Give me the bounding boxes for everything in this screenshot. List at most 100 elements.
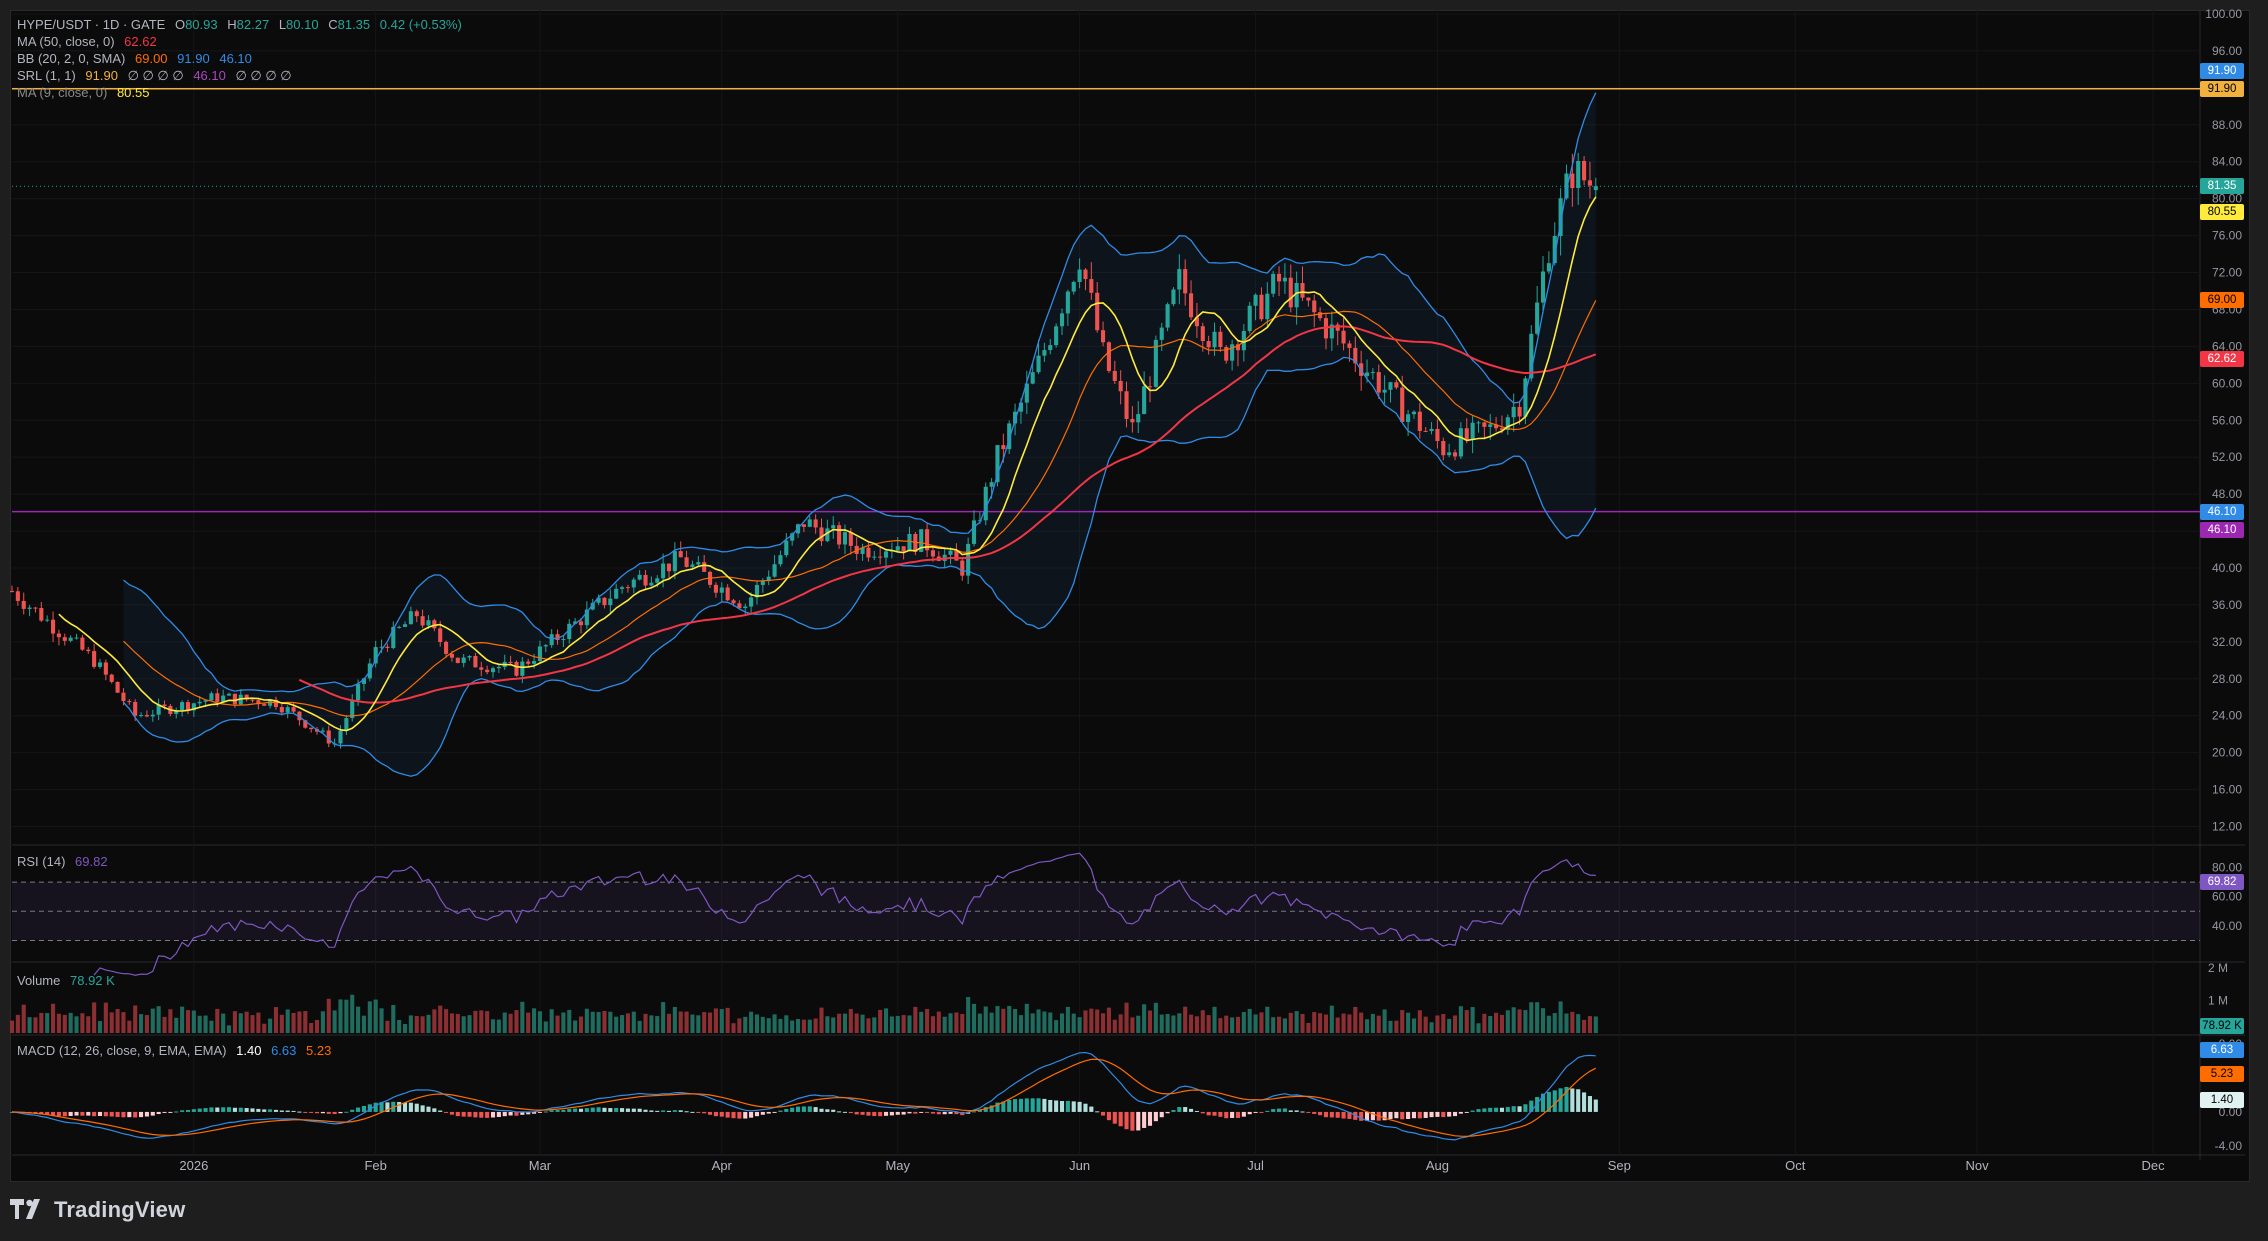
volume-bar [543, 1021, 548, 1033]
candle-body [1024, 383, 1029, 403]
volume-bar [485, 1011, 490, 1033]
macd-histogram-bar [936, 1111, 941, 1115]
volume-bar [51, 1003, 56, 1033]
macd-histogram-bar [361, 1105, 367, 1112]
candle-body [209, 693, 214, 701]
srl-empties-2: ∅ ∅ ∅ ∅ [235, 68, 292, 83]
macd-histogram-bar [625, 1108, 630, 1112]
volume-bar [614, 1016, 619, 1033]
tradingview-logo-icon [10, 1199, 40, 1219]
macd-histogram-bar [203, 1108, 208, 1112]
volume-bar [303, 1011, 308, 1033]
macd-histogram-bar [983, 1107, 988, 1112]
volume-bar [1464, 1010, 1469, 1033]
volume-bar [1054, 1020, 1059, 1033]
volume-bar [420, 1016, 425, 1033]
chart-svg[interactable]: 100.0096.0092.0088.0084.0080.0076.0072.0… [0, 0, 2268, 1185]
macd-histogram-bar [1271, 1109, 1276, 1112]
macd-histogram-bar [1300, 1111, 1305, 1113]
macd-histogram-bar [303, 1111, 308, 1113]
candle-body [1423, 430, 1428, 432]
time-tick-label: Oct [1785, 1158, 1806, 1173]
volume-bar [561, 1012, 566, 1033]
volume-bar [1276, 1016, 1282, 1033]
macd-histogram-bar [1370, 1111, 1375, 1121]
volume-bar [1488, 1016, 1493, 1033]
candle-body [221, 695, 226, 702]
macd-histogram-bar [737, 1111, 742, 1119]
macd-histogram-bar [438, 1110, 443, 1112]
macd-histogram-bar [526, 1111, 531, 1115]
macd-histogram-bar [332, 1111, 337, 1115]
volume-bar [209, 1020, 214, 1033]
volume-bar [731, 1023, 736, 1033]
volume-bar [426, 1014, 431, 1033]
macd-histogram-bar [567, 1109, 572, 1112]
candle-body [672, 551, 677, 572]
macd-histogram-bar [1564, 1086, 1569, 1112]
macd-histogram-bar [1224, 1111, 1229, 1119]
candle-body [326, 730, 331, 744]
volume-bar [995, 1006, 1000, 1033]
macd-histogram-bar [749, 1111, 754, 1118]
candle-body [1001, 445, 1006, 450]
macd-legend[interactable]: MACD (12, 26, close, 9, EMA, EMA) 1.40 6… [17, 1043, 332, 1058]
volume-bar [760, 1016, 765, 1033]
ma50-legend[interactable]: MA (50, close, 0) 62.62 [17, 34, 157, 49]
macd-histogram-bar [837, 1111, 842, 1113]
volume-bar [455, 1013, 460, 1033]
rsi-legend[interactable]: RSI (14) 69.82 [17, 854, 108, 869]
candle-body [39, 607, 44, 621]
macd-histogram-bar [273, 1109, 279, 1112]
bb-legend[interactable]: BB (20, 2, 0, SMA) 69.00 91.90 46.10 [17, 51, 252, 66]
volume-bar [279, 1014, 284, 1033]
macd-histogram-bar [795, 1106, 801, 1112]
candle-body [1118, 380, 1123, 392]
candle-body [778, 555, 783, 565]
volume-bar [449, 1013, 454, 1033]
volume-legend[interactable]: Volume 78.92 K [17, 973, 115, 988]
macd-histogram-bar [790, 1107, 795, 1112]
candle-body [391, 626, 396, 648]
macd-histogram-bar [426, 1106, 431, 1112]
volume-bar [74, 1016, 79, 1033]
candle-body [285, 707, 290, 713]
candle-body [801, 524, 806, 527]
ma9-legend[interactable]: MA (9, close, 0) 80.55 [17, 85, 150, 100]
volume-bar [1576, 1014, 1581, 1033]
macd-histogram-bar [414, 1103, 419, 1112]
macd-histogram-bar [666, 1110, 672, 1112]
candle-body [138, 715, 144, 717]
volume-bar [784, 1015, 789, 1033]
candle-body [508, 661, 513, 663]
srl-legend[interactable]: SRL (1, 1) 91.90 ∅ ∅ ∅ ∅ 46.10 ∅ ∅ ∅ ∅ [17, 68, 292, 83]
macd-histogram-bar [1177, 1107, 1182, 1112]
symbol-row[interactable]: HYPE/USDT · 1D · GATE O80.93 H82.27 L80.… [17, 17, 462, 32]
candle-body [1171, 289, 1176, 305]
candle-body [925, 529, 930, 551]
volume-bar [1265, 1006, 1270, 1033]
volume-bar [33, 1017, 38, 1033]
macd-histogram-bar [778, 1110, 783, 1112]
candle-body [1470, 422, 1475, 440]
volume-bar [754, 1014, 760, 1033]
macd-histogram-bar [103, 1111, 108, 1117]
candle-body [144, 715, 149, 717]
candle-body [1177, 269, 1182, 290]
candle-body [97, 662, 103, 667]
candle-body [666, 563, 672, 572]
macd-histogram-bar [1165, 1111, 1170, 1114]
candle-body [1382, 389, 1387, 393]
axes: 100.0096.0092.0088.0084.0080.0076.0072.0… [179, 7, 2242, 1173]
candle-body [772, 564, 777, 577]
macd-histogram-bar [326, 1111, 331, 1114]
candle-body [449, 653, 454, 658]
candle-body [385, 646, 390, 648]
candle-body [960, 560, 965, 576]
volume-bar [238, 1013, 243, 1033]
volume-bar [567, 1009, 572, 1033]
macd-histogram-bar [1394, 1111, 1399, 1119]
candle-body [614, 588, 619, 599]
candle-body [496, 666, 501, 669]
volume-tag: 78.92 K [2200, 1018, 2244, 1034]
